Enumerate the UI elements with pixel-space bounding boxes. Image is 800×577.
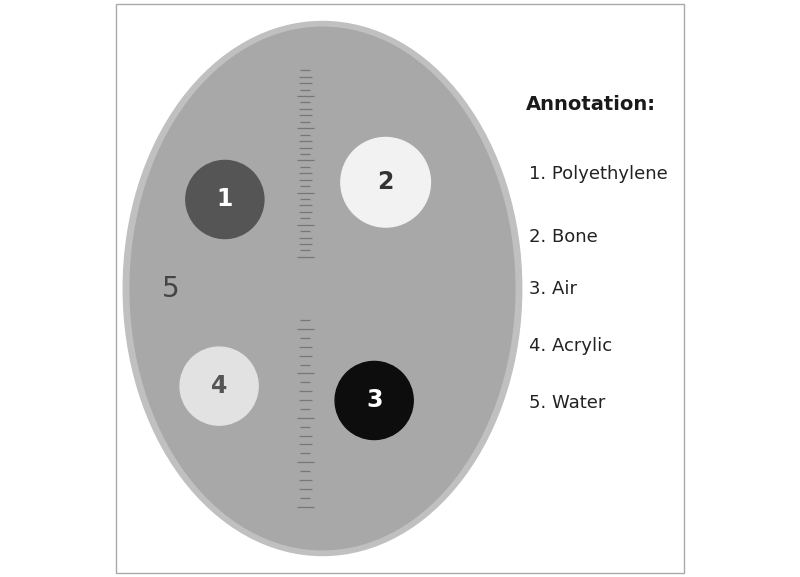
Circle shape: [186, 160, 264, 238]
Text: 2. Bone: 2. Bone: [530, 228, 598, 246]
Text: 4: 4: [211, 374, 227, 398]
Text: Annotation:: Annotation:: [526, 95, 656, 114]
Text: 4. Acrylic: 4. Acrylic: [530, 337, 612, 355]
Text: 5: 5: [162, 275, 179, 302]
Ellipse shape: [123, 21, 522, 556]
Circle shape: [341, 137, 430, 227]
Text: 2: 2: [378, 170, 394, 194]
Ellipse shape: [130, 27, 515, 550]
Circle shape: [335, 361, 414, 440]
Circle shape: [180, 347, 258, 425]
Text: 3: 3: [366, 388, 382, 413]
Text: 3. Air: 3. Air: [530, 279, 577, 298]
Text: 1. Polyethylene: 1. Polyethylene: [530, 164, 668, 183]
Text: 5. Water: 5. Water: [530, 394, 606, 413]
Text: 1: 1: [217, 188, 233, 212]
